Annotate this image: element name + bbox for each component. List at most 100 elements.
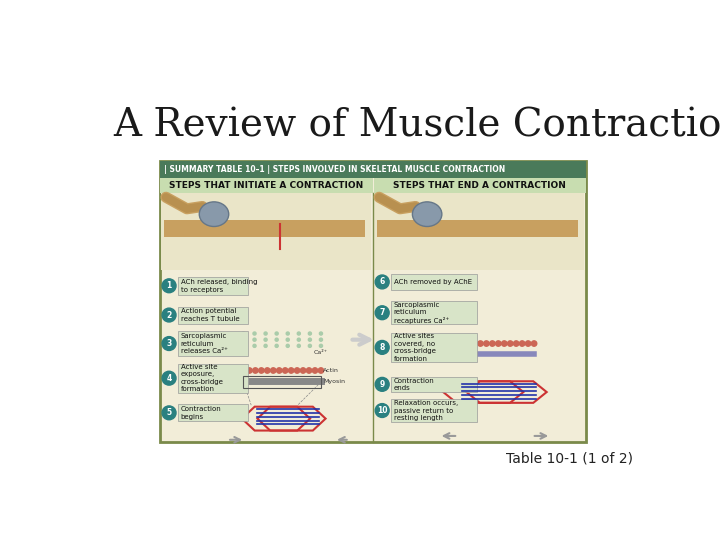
Text: Myosin: Myosin (323, 379, 346, 384)
Text: STEPS THAT INITIATE A CONTRACTION: STEPS THAT INITIATE A CONTRACTION (169, 181, 364, 190)
Circle shape (495, 341, 501, 346)
Circle shape (297, 338, 300, 341)
Circle shape (502, 341, 507, 346)
Circle shape (294, 368, 300, 373)
Circle shape (240, 368, 246, 373)
Circle shape (375, 306, 389, 320)
Circle shape (275, 338, 278, 341)
Text: Ca²⁺: Ca²⁺ (313, 349, 327, 355)
Circle shape (460, 341, 465, 346)
Text: Action potential
reaches T tubule: Action potential reaches T tubule (181, 308, 239, 322)
Circle shape (253, 368, 258, 373)
Circle shape (162, 308, 176, 322)
Text: 6: 6 (379, 278, 384, 286)
Circle shape (484, 341, 489, 346)
Text: 4: 4 (166, 374, 171, 383)
Bar (374, 193, 585, 271)
Text: A Review of Muscle Contraction: A Review of Muscle Contraction (113, 107, 720, 144)
Circle shape (282, 368, 288, 373)
Text: 3: 3 (166, 339, 171, 348)
Bar (160, 161, 586, 178)
Circle shape (519, 341, 525, 346)
Text: STEPS THAT END A CONTRACTION: STEPS THAT END A CONTRACTION (393, 181, 566, 190)
Circle shape (477, 341, 483, 346)
Text: 7: 7 (379, 308, 385, 317)
Text: 8: 8 (379, 343, 385, 352)
Bar (161, 193, 372, 271)
Text: Sarcoplasmic
reticulum
recaptures Ca²⁺: Sarcoplasmic reticulum recaptures Ca²⁺ (394, 301, 449, 324)
Circle shape (253, 345, 256, 347)
Bar (374, 178, 586, 193)
Circle shape (275, 345, 278, 347)
Circle shape (318, 368, 324, 373)
Circle shape (162, 336, 176, 350)
Ellipse shape (413, 202, 442, 226)
Circle shape (308, 338, 312, 341)
Text: Active sites
covered, no
cross-bridge
formation: Active sites covered, no cross-bridge fo… (394, 333, 436, 362)
Bar (179, 363, 248, 393)
Circle shape (242, 338, 245, 341)
Text: 10: 10 (377, 406, 387, 415)
Bar (377, 220, 578, 237)
Circle shape (320, 338, 323, 341)
Text: 9: 9 (379, 380, 384, 389)
Circle shape (531, 341, 537, 346)
Text: Contraction
ends: Contraction ends (394, 377, 435, 391)
Circle shape (271, 368, 276, 373)
Bar (392, 377, 477, 392)
Circle shape (286, 332, 289, 335)
Circle shape (508, 341, 513, 346)
Circle shape (253, 338, 256, 341)
Bar (160, 161, 586, 442)
Circle shape (375, 340, 389, 354)
Circle shape (275, 332, 278, 335)
Bar (392, 301, 477, 325)
Text: Contraction
begins: Contraction begins (181, 406, 222, 420)
Circle shape (286, 345, 289, 347)
Text: 1: 1 (166, 281, 171, 291)
Circle shape (253, 332, 256, 335)
Circle shape (306, 368, 312, 373)
Circle shape (162, 406, 176, 420)
Circle shape (264, 368, 270, 373)
Bar (243, 376, 321, 388)
Circle shape (276, 368, 282, 373)
Circle shape (264, 345, 267, 347)
Text: Table 10-1 (1 of 2): Table 10-1 (1 of 2) (505, 451, 632, 465)
Circle shape (242, 332, 245, 335)
Circle shape (513, 341, 519, 346)
Bar (163, 220, 365, 237)
Circle shape (375, 377, 389, 392)
Text: Relaxation occurs,
passive return to
resting length: Relaxation occurs, passive return to res… (394, 400, 458, 421)
FancyArrowPatch shape (352, 335, 369, 345)
Text: Actin: Actin (323, 368, 339, 373)
Bar (160, 178, 373, 193)
Circle shape (375, 403, 389, 417)
Circle shape (289, 368, 294, 373)
Circle shape (490, 341, 495, 346)
Circle shape (258, 368, 264, 373)
Text: Active site
exposure,
cross-bridge
formation: Active site exposure, cross-bridge forma… (181, 364, 223, 393)
Text: Sarcoplasmic
reticulum
releases Ca²⁺: Sarcoplasmic reticulum releases Ca²⁺ (181, 333, 228, 354)
Circle shape (375, 275, 389, 289)
Circle shape (320, 332, 323, 335)
Ellipse shape (199, 202, 229, 226)
Circle shape (312, 368, 318, 373)
Circle shape (454, 341, 459, 346)
Text: 2: 2 (166, 310, 171, 320)
Circle shape (320, 345, 323, 347)
Circle shape (162, 372, 176, 385)
Bar (179, 276, 248, 295)
Circle shape (264, 332, 267, 335)
Circle shape (264, 338, 267, 341)
Circle shape (300, 368, 306, 373)
Circle shape (526, 341, 531, 346)
Circle shape (308, 332, 312, 335)
Circle shape (247, 368, 252, 373)
Text: | SUMMARY TABLE 10–1 | STEPS INVOLVED IN SKELETAL MUSCLE CONTRACTION: | SUMMARY TABLE 10–1 | STEPS INVOLVED IN… (164, 165, 505, 174)
Bar (179, 307, 248, 323)
Bar (392, 333, 477, 362)
Bar (179, 404, 248, 421)
Bar (179, 331, 248, 356)
Circle shape (242, 345, 245, 347)
